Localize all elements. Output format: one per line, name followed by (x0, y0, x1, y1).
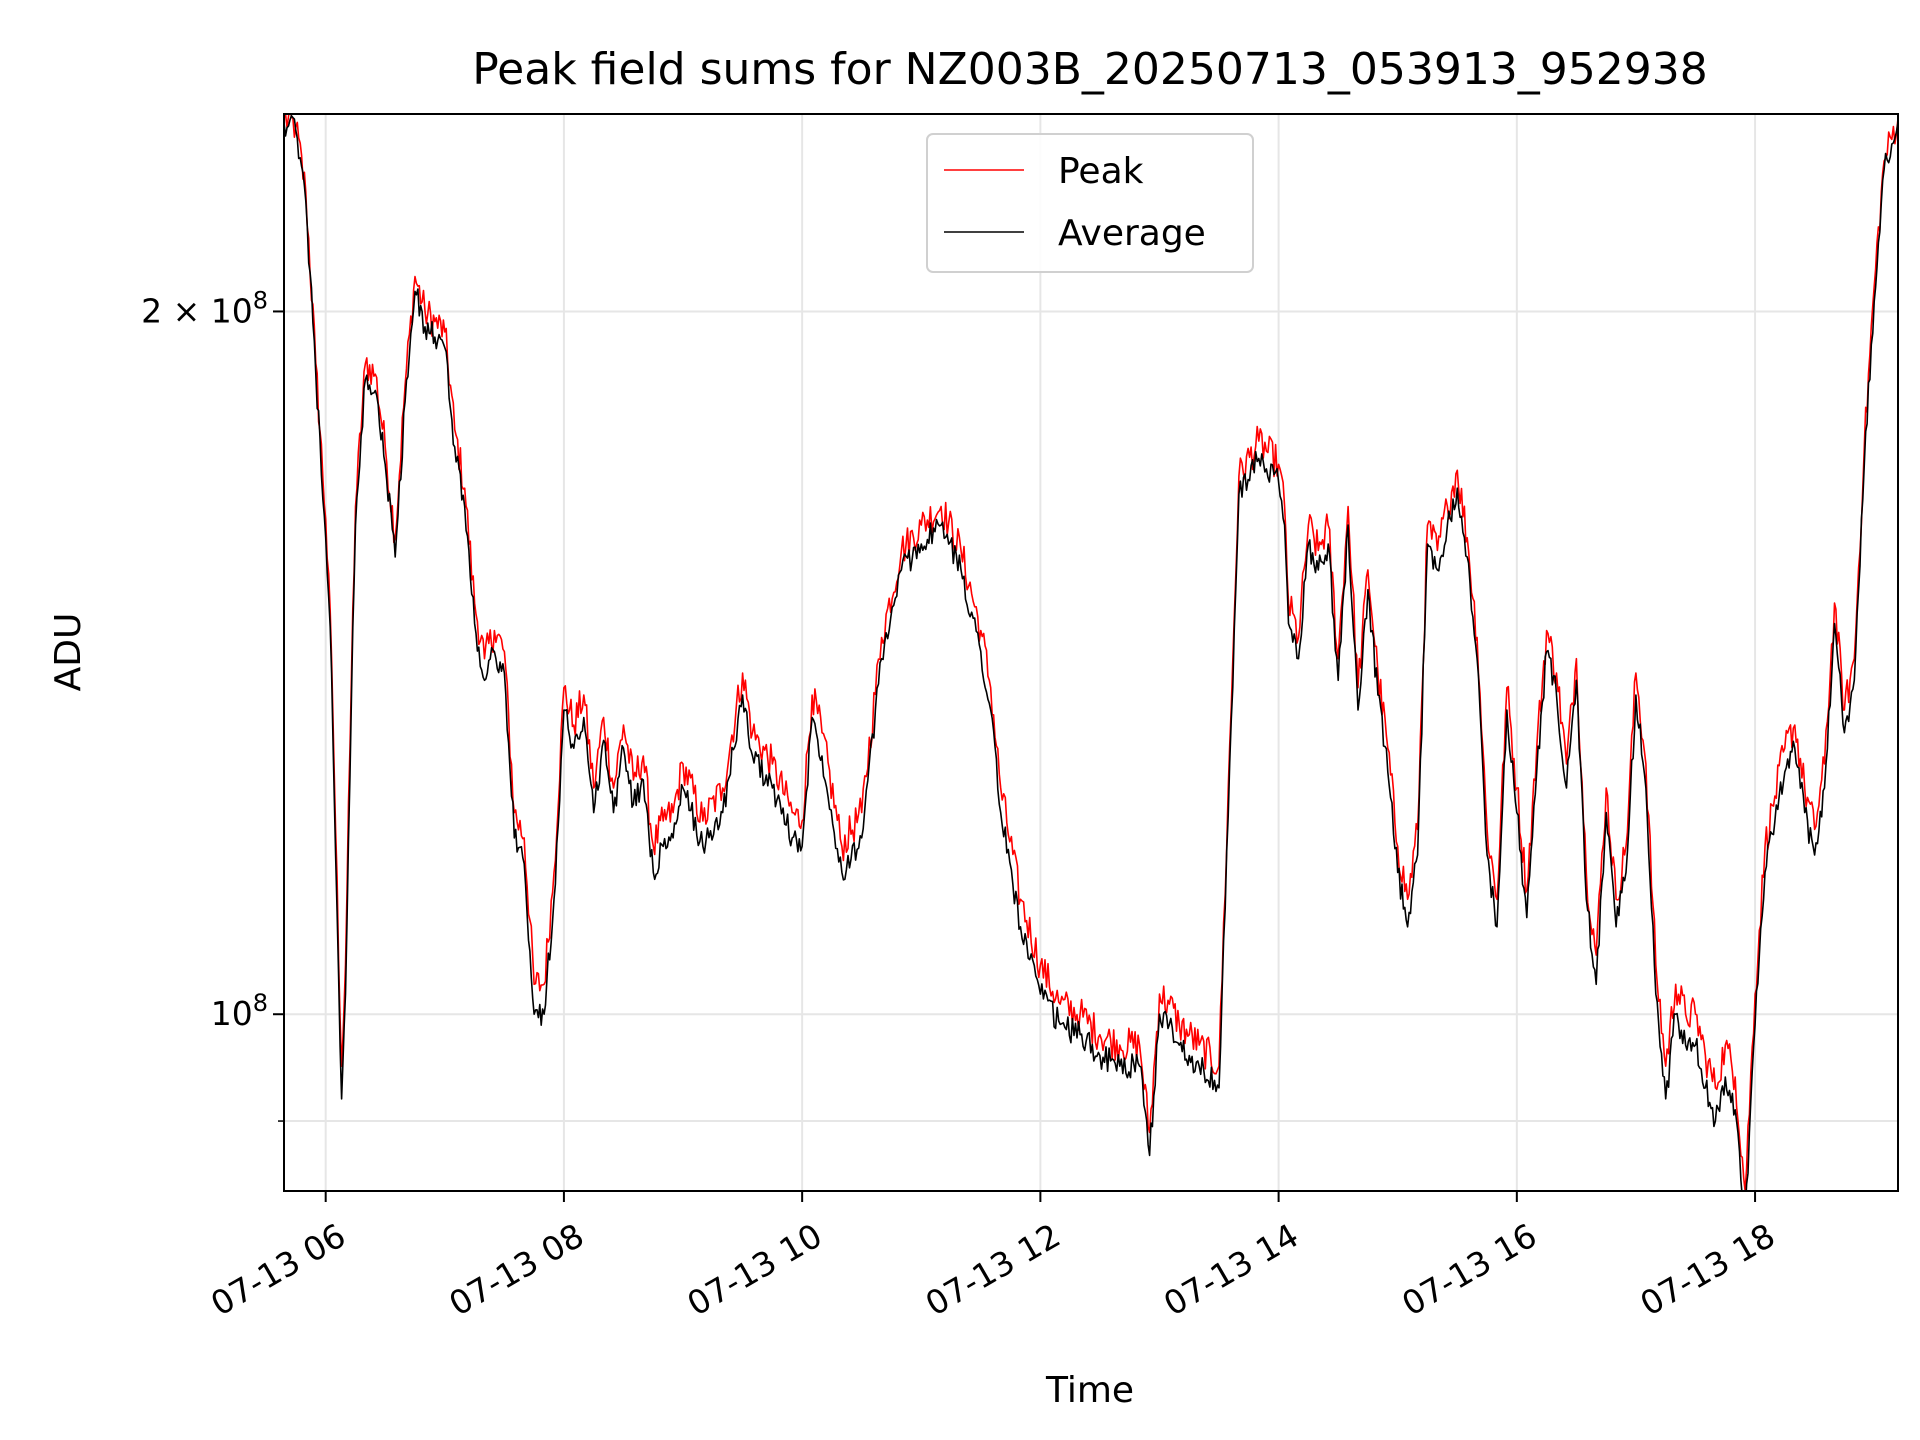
plot-frame (283, 113, 1899, 1192)
plot-area (284, 114, 1898, 1191)
legend-label-average: Average (1058, 213, 1206, 254)
series-line-average (284, 114, 1898, 1191)
legend: Peak Average (926, 133, 1254, 273)
legend-frame (926, 133, 1254, 273)
x-axis-label: Time (1045, 1370, 1134, 1411)
y-axis: 108 2 × 108 (141, 286, 284, 1122)
y-tick-label: 2 × 108 (141, 286, 268, 330)
series-line-peak (284, 114, 1898, 1191)
legend-label-peak: Peak (1058, 151, 1144, 192)
chart-title: Peak field sums for NZ003B_20250713_0539… (472, 44, 1708, 95)
y-axis-label: ADU (48, 613, 89, 692)
y-tick-label: 108 (211, 989, 268, 1033)
series-layer (284, 114, 1898, 1191)
